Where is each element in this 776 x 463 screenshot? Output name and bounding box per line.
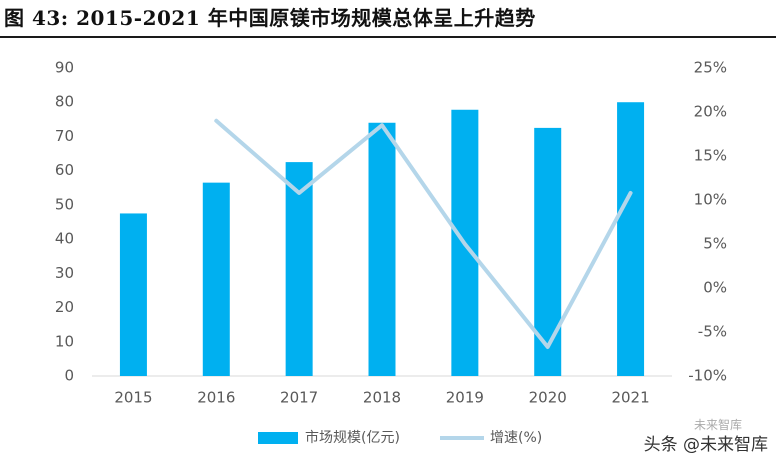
y-left-tick-label: 20 bbox=[55, 298, 74, 316]
bar-2018 bbox=[368, 122, 396, 376]
y-left-tick-label: 90 bbox=[55, 59, 74, 77]
watermark-sub: 未来智库 bbox=[693, 418, 742, 432]
growth-line bbox=[214, 118, 633, 349]
y-right-tick-label: 10% bbox=[694, 191, 727, 209]
bar-2016 bbox=[202, 182, 230, 376]
growth-point-2016 bbox=[215, 119, 218, 122]
legend-label-bar: 市场规模(亿元) bbox=[305, 429, 400, 446]
x-tick-label: 2015 bbox=[114, 389, 152, 407]
growth-point-2018 bbox=[381, 124, 383, 127]
legend-swatch-bar bbox=[258, 432, 298, 444]
x-tick-label: 2017 bbox=[280, 389, 318, 407]
x-tick-label: 2019 bbox=[446, 389, 484, 407]
y-right-tick-label: 0% bbox=[703, 279, 727, 297]
growth-point-2021 bbox=[629, 191, 632, 194]
title-underline bbox=[0, 36, 776, 38]
y-right-tick-label: -10% bbox=[688, 367, 727, 385]
watermark: 头条 @未来智库 bbox=[643, 435, 768, 455]
y-left-tick-label: 30 bbox=[55, 264, 74, 282]
growth-point-2017 bbox=[298, 191, 301, 194]
y-right-tick-label: 20% bbox=[694, 103, 727, 121]
bar-2020 bbox=[534, 127, 562, 376]
x-tick-label: 2018 bbox=[363, 389, 401, 407]
y-left-tick-label: 80 bbox=[55, 93, 74, 111]
y-right-tick-label: -5% bbox=[698, 323, 727, 341]
bar-2021 bbox=[617, 102, 645, 376]
y-left-tick-label: 40 bbox=[55, 230, 74, 248]
legend-label-line: 增速(%) bbox=[490, 430, 542, 446]
y-left-tick-label: 0 bbox=[64, 367, 74, 385]
y-left-tick-label: 70 bbox=[55, 127, 74, 145]
bar-2015 bbox=[119, 213, 147, 376]
x-tick-label: 2016 bbox=[197, 389, 235, 407]
y-left-tick-label: 10 bbox=[55, 332, 74, 350]
x-tick-label: 2021 bbox=[611, 389, 649, 407]
y-right-tick-label: 15% bbox=[694, 147, 727, 165]
figure-title: 图 43: 2015-2021 年中国原镁市场规模总体呈上升趋势 bbox=[4, 6, 536, 30]
y-left-tick-label: 50 bbox=[55, 195, 74, 213]
growth-point-2019 bbox=[463, 243, 466, 245]
y-right-tick-label: 25% bbox=[694, 59, 727, 77]
x-tick-label: 2020 bbox=[529, 389, 567, 407]
y-left-tick-label: 60 bbox=[55, 161, 74, 179]
bar-2017 bbox=[285, 162, 313, 376]
growth-point-2020 bbox=[546, 345, 549, 348]
y-right-tick-label: 5% bbox=[703, 235, 727, 253]
